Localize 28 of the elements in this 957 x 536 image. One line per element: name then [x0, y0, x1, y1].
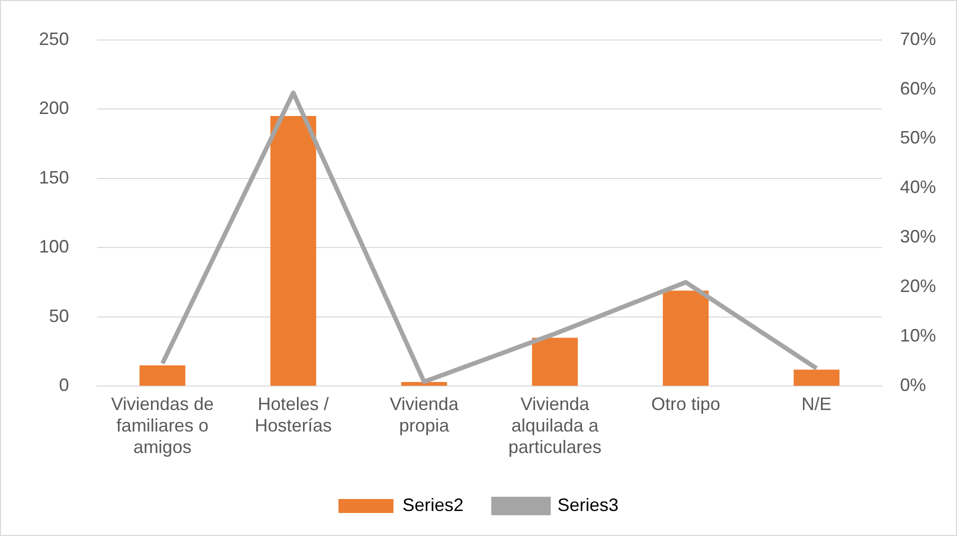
- bar: [140, 365, 186, 386]
- x-tick-label: Otro tipo: [651, 394, 720, 414]
- y-tick-label: 200: [38, 98, 70, 118]
- y2-tick-label: 70%: [900, 28, 936, 49]
- y2-tick-label: 30%: [900, 226, 936, 247]
- x-tick-label: Hoteles / Hosterías: [254, 394, 332, 436]
- bar: [662, 290, 709, 386]
- y-tick-label: 0: [59, 375, 70, 396]
- y-tick-label: 150: [38, 167, 70, 188]
- bar: [532, 338, 578, 386]
- x-tick-label: N/E: [802, 394, 832, 414]
- y-tick-label: 100: [38, 236, 70, 257]
- legend-label: Series2: [402, 494, 464, 515]
- x-tick-label: Vivienda propia: [390, 394, 460, 436]
- x-tick-label: Vivienda alquilada a particulares: [508, 394, 602, 458]
- bar: [794, 370, 840, 386]
- y2-tick-label: 10%: [900, 326, 936, 346]
- y-tick-label: 50: [49, 306, 70, 326]
- legend-label: Series3: [558, 494, 619, 515]
- x-tick-label: Viviendas de familiares o amigos: [111, 394, 214, 458]
- y2-tick-label: 20%: [900, 276, 936, 296]
- bar: [270, 116, 316, 386]
- y2-tick-label: 40%: [900, 177, 936, 198]
- y-tick-label: 250: [38, 28, 70, 49]
- y2-tick-label: 60%: [900, 78, 936, 98]
- bar: [401, 382, 447, 386]
- y2-tick-label: 0%: [900, 375, 926, 396]
- y2-tick-label: 50%: [900, 128, 936, 148]
